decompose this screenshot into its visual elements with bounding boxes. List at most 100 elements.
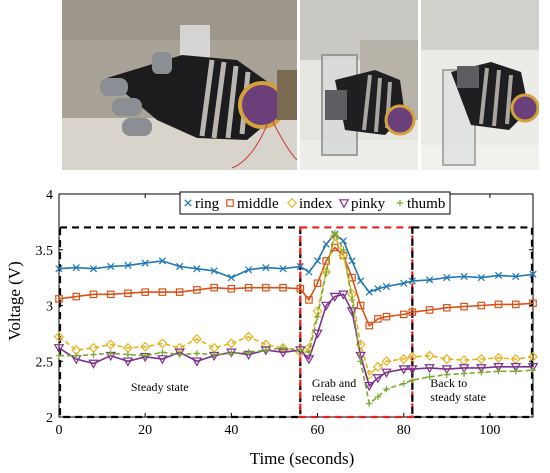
glove-hand-photo bbox=[62, 0, 297, 170]
data-point bbox=[364, 381, 375, 392]
data-point bbox=[90, 351, 97, 358]
data-point bbox=[365, 321, 374, 330]
data-point bbox=[124, 289, 132, 298]
y-tick-label: 3.5 bbox=[36, 244, 54, 259]
data-point bbox=[72, 263, 80, 272]
series-thumb bbox=[55, 229, 537, 407]
x-tick-label: 80 bbox=[397, 423, 411, 438]
data-point bbox=[529, 270, 537, 278]
voltage-chart: Steady state Grab and release Back to steady… bbox=[5, 188, 539, 468]
data-point bbox=[476, 353, 487, 365]
data-point bbox=[141, 352, 149, 359]
data-point bbox=[399, 310, 408, 319]
data-point bbox=[408, 277, 416, 285]
data-point bbox=[88, 359, 99, 369]
legend-label: thumb bbox=[407, 196, 445, 212]
data-point bbox=[409, 377, 416, 384]
data-point bbox=[443, 274, 451, 282]
data-point bbox=[424, 350, 435, 361]
data-point bbox=[398, 365, 409, 375]
data-point bbox=[279, 283, 287, 292]
data-point bbox=[381, 356, 392, 367]
x-tick-label: 40 bbox=[224, 423, 238, 438]
data-point bbox=[366, 400, 373, 407]
data-point bbox=[305, 296, 313, 304]
data-point bbox=[174, 348, 185, 358]
data-point bbox=[346, 307, 358, 317]
data-point bbox=[53, 331, 65, 342]
legend-entry: middle bbox=[226, 196, 279, 212]
data-point bbox=[228, 350, 235, 357]
data-point bbox=[382, 282, 391, 291]
x-axis-label: Time (seconds) bbox=[250, 449, 355, 468]
data-point bbox=[141, 288, 149, 296]
series-ring bbox=[55, 230, 537, 296]
data-point bbox=[398, 353, 409, 365]
data-point bbox=[157, 338, 168, 349]
data-point bbox=[322, 240, 330, 248]
data-point bbox=[89, 265, 98, 273]
data-point bbox=[105, 339, 116, 350]
data-point bbox=[305, 268, 313, 276]
data-point bbox=[296, 262, 304, 271]
data-point bbox=[158, 257, 167, 265]
data-point bbox=[244, 266, 253, 274]
data-point bbox=[72, 292, 81, 301]
legend-entry: ring bbox=[184, 196, 220, 212]
data-point bbox=[441, 365, 453, 375]
data-point bbox=[329, 231, 340, 242]
data-point bbox=[340, 246, 347, 253]
data-point bbox=[313, 279, 322, 288]
data-point bbox=[193, 265, 201, 273]
legend: ring middle index pinky thumb bbox=[179, 191, 451, 215]
data-point bbox=[356, 301, 365, 310]
data-point bbox=[408, 308, 417, 316]
data-point bbox=[477, 274, 485, 282]
data-point bbox=[89, 290, 98, 299]
data-point bbox=[226, 199, 234, 207]
data-point bbox=[338, 199, 350, 209]
data-point bbox=[262, 283, 270, 292]
data-point bbox=[227, 274, 235, 282]
data-point bbox=[365, 288, 373, 296]
data-point bbox=[460, 370, 468, 377]
data-point bbox=[329, 292, 341, 302]
data-point bbox=[279, 265, 287, 273]
data-point bbox=[243, 331, 254, 342]
data-point bbox=[374, 285, 382, 293]
legend-entry: pinky bbox=[338, 196, 386, 212]
data-point bbox=[396, 199, 404, 207]
region-label: Grab and release bbox=[312, 376, 356, 404]
data-point bbox=[176, 262, 184, 271]
y-tick-label: 4 bbox=[46, 188, 53, 203]
data-point bbox=[372, 374, 384, 384]
data-point bbox=[443, 371, 451, 378]
data-point bbox=[511, 300, 520, 309]
data-point bbox=[193, 286, 201, 294]
data-point bbox=[297, 346, 304, 354]
data-point bbox=[443, 303, 451, 312]
data-point bbox=[512, 368, 519, 375]
data-point bbox=[106, 290, 115, 299]
data-point bbox=[191, 333, 202, 344]
data-point bbox=[262, 346, 270, 354]
data-point bbox=[476, 364, 487, 374]
data-point bbox=[407, 351, 418, 362]
data-point bbox=[286, 197, 298, 209]
data-point bbox=[305, 349, 313, 356]
legend-box bbox=[179, 191, 451, 215]
data-point bbox=[357, 358, 364, 365]
data-point bbox=[407, 365, 418, 375]
data-point bbox=[425, 306, 434, 314]
data-point bbox=[383, 385, 390, 393]
data-point bbox=[210, 283, 218, 292]
data-point bbox=[381, 368, 392, 378]
data-point bbox=[460, 302, 468, 311]
data-point bbox=[460, 272, 468, 281]
legend-entry: thumb bbox=[396, 196, 445, 212]
phase-regions: Steady state Grab and release Back to steady… bbox=[58, 226, 534, 419]
data-point bbox=[426, 373, 433, 381]
data-point bbox=[141, 259, 149, 267]
data-point bbox=[348, 296, 356, 304]
data-point bbox=[320, 301, 332, 311]
